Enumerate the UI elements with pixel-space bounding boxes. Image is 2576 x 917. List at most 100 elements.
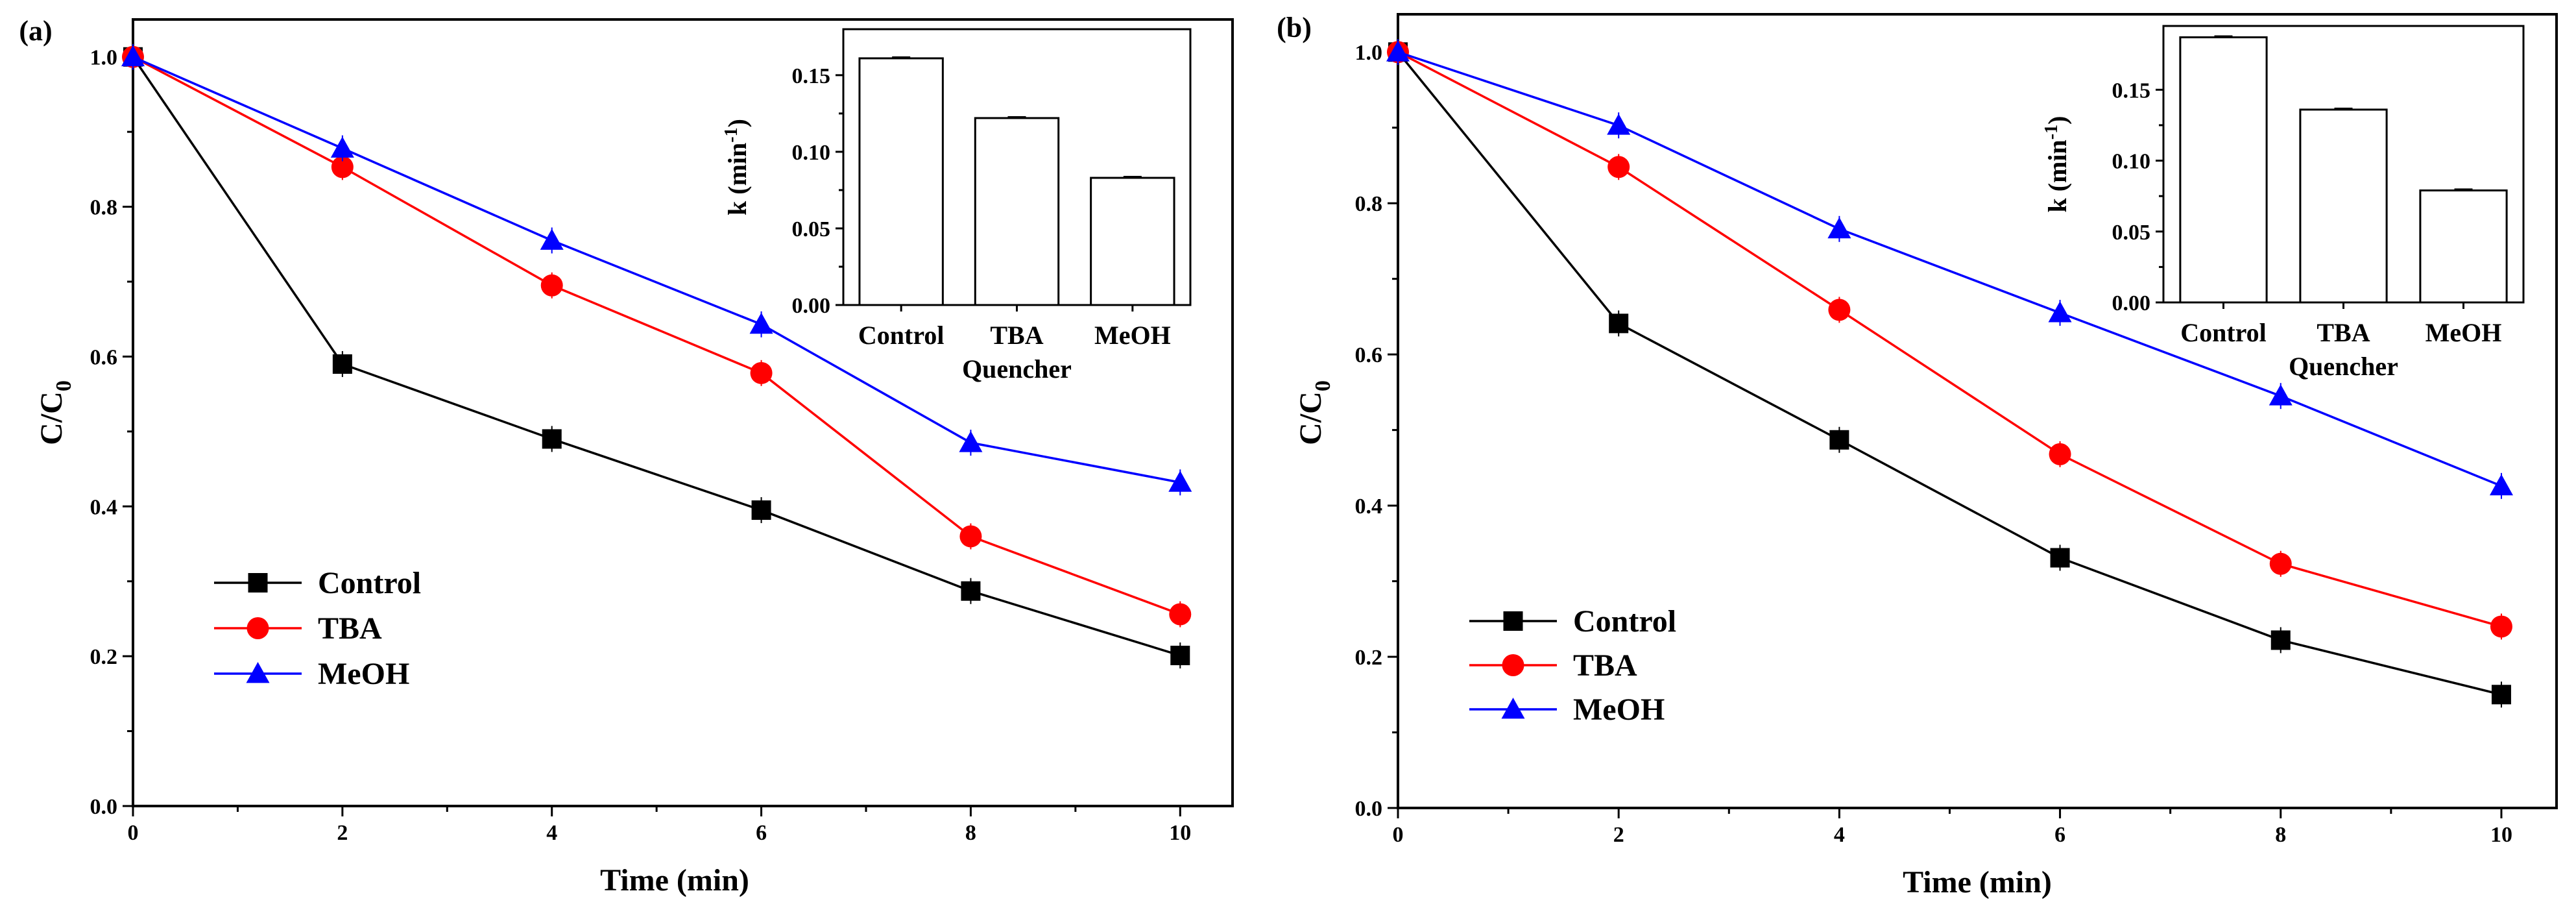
y-axis-title-main: C/C bbox=[1294, 391, 1328, 445]
series-line-tba bbox=[132, 56, 1181, 616]
legend-label-tba: TBA bbox=[1573, 648, 1637, 683]
series-line-tba bbox=[1397, 51, 2502, 628]
series-line-meoh bbox=[1397, 51, 2502, 487]
inset-x-axis-title: Quencher bbox=[2289, 352, 2398, 381]
inset-bar-tba bbox=[974, 117, 1060, 306]
legend-marker bbox=[247, 617, 269, 639]
data-point-meoh bbox=[1386, 40, 1410, 62]
data-point-control bbox=[751, 500, 771, 520]
inset-bar-chart: Control TBA MeOH Quencher 0.00 0.05 0.10 0.15 k … bbox=[2041, 25, 2525, 381]
legend-label-control: Control bbox=[318, 566, 421, 600]
data-point-meoh bbox=[959, 431, 983, 452]
x-tick-label: 0 bbox=[1393, 823, 1404, 847]
panel-a: (a) 0 2 4 6 8 10 0.0 0.2 0.4 0.6 0.8 1.0 Time (min) C/… bbox=[19, 15, 1234, 898]
inset-y-tick-label: 0.05 bbox=[792, 217, 831, 241]
data-point-meoh bbox=[2489, 474, 2513, 496]
inset-category-label: MeOH bbox=[2426, 318, 2502, 347]
inset-bar-chart: Control TBA MeOH Quencher 0.00 0.05 0.10 0.15 k … bbox=[721, 28, 1192, 384]
panel-b: (b) 0 2 4 6 8 10 0.0 0.2 0.4 0.6 0.8 1.0 Time (min) C/… bbox=[1277, 12, 2558, 899]
data-point-tba bbox=[1607, 156, 1630, 178]
data-point-meoh bbox=[1168, 471, 1192, 492]
plot-frame bbox=[1397, 13, 2558, 809]
panel-label: (a) bbox=[19, 15, 52, 47]
data-point-meoh bbox=[2048, 301, 2072, 323]
data-point-control bbox=[2491, 685, 2511, 705]
inset-bar-meoh bbox=[1090, 177, 1175, 306]
y-tick-label: 0.2 bbox=[90, 645, 118, 669]
legend-marker bbox=[1503, 611, 1523, 631]
y-axis-title-main: C/C bbox=[34, 391, 69, 445]
y-tick-label: 0.4 bbox=[90, 495, 118, 519]
legend-label-meoh: MeOH bbox=[1573, 692, 1665, 727]
data-point-meoh bbox=[2269, 384, 2293, 406]
x-tick-label: 6 bbox=[756, 821, 767, 845]
data-point-control bbox=[961, 581, 981, 601]
data-point-meoh bbox=[330, 136, 354, 158]
x-tick-label: 2 bbox=[337, 821, 348, 845]
series-line-control bbox=[132, 56, 1181, 657]
inset-y-axis-title-end: ) bbox=[723, 119, 752, 127]
y-axis-title-subscript: 0 bbox=[52, 380, 76, 391]
series-line-meoh bbox=[132, 56, 1181, 484]
inset-x-axis-title: Quencher bbox=[962, 354, 1072, 384]
inset-bar-control bbox=[2179, 36, 2268, 304]
data-point-control bbox=[1170, 645, 1190, 665]
data-point-tba bbox=[1169, 603, 1192, 626]
legend-marker bbox=[248, 573, 268, 593]
y-tick-label: 0.8 bbox=[90, 196, 118, 220]
legend-marker bbox=[1502, 654, 1524, 676]
inset-y-axis-title: k (min-1) bbox=[2041, 116, 2072, 213]
inset-y-axis-title-main: k (min bbox=[2043, 140, 2072, 212]
legend-label-tba: TBA bbox=[318, 611, 382, 646]
data-point-tba bbox=[1828, 299, 1851, 321]
inset-y-axis-title-end: ) bbox=[2043, 116, 2072, 125]
inset-bar-control bbox=[858, 57, 944, 306]
x-tick-label: 10 bbox=[2490, 823, 2512, 847]
x-axis-title: Time (min) bbox=[1903, 865, 2052, 899]
x-tick-label: 8 bbox=[965, 821, 976, 845]
inset-y-tick-label: 0.05 bbox=[2112, 221, 2151, 245]
y-tick-label: 0.6 bbox=[1355, 343, 1383, 367]
y-tick-label: 1.0 bbox=[90, 46, 118, 70]
inset-y-axis-title: k (min-1) bbox=[721, 119, 752, 215]
legend-label-control: Control bbox=[1573, 604, 1676, 639]
inset-category-label: Control bbox=[2180, 318, 2267, 347]
data-point-meoh bbox=[121, 45, 145, 67]
inset-y-tick-label: 0.15 bbox=[792, 64, 831, 88]
data-point-control bbox=[2270, 630, 2291, 650]
inset-y-tick-label: 0.10 bbox=[792, 141, 831, 165]
plot-frame bbox=[132, 18, 1234, 807]
inset-y-axis-title-superscript: -1 bbox=[2041, 125, 2062, 140]
x-tick-label: 2 bbox=[1613, 823, 1624, 847]
inset-category-label: TBA bbox=[990, 321, 1043, 350]
legend-marker bbox=[246, 662, 270, 683]
data-point-tba bbox=[2049, 443, 2071, 465]
series-line-control bbox=[1397, 51, 2502, 696]
inset-y-tick-label: 0.15 bbox=[2112, 79, 2151, 103]
inset-category-label: TBA bbox=[2317, 318, 2370, 347]
x-tick-label: 8 bbox=[2275, 823, 2286, 847]
inset-y-tick-label: 0.00 bbox=[792, 294, 831, 318]
data-point-tba bbox=[2490, 615, 2512, 638]
data-point-control bbox=[542, 429, 562, 449]
inset-category-label: MeOH bbox=[1094, 321, 1171, 350]
data-point-tba bbox=[540, 274, 563, 297]
y-axis-title: C/C0 bbox=[1294, 380, 1335, 445]
x-tick-label: 4 bbox=[1834, 823, 1845, 847]
y-axis-title-subscript: 0 bbox=[1311, 380, 1335, 391]
data-point-meoh bbox=[540, 228, 564, 250]
y-tick-label: 0.4 bbox=[1355, 495, 1383, 519]
y-tick-label: 0.2 bbox=[1355, 646, 1383, 670]
legend-marker bbox=[1501, 698, 1525, 719]
y-axis-title: C/C0 bbox=[34, 380, 76, 445]
data-point-control bbox=[1829, 430, 1849, 450]
inset-y-tick-label: 0.10 bbox=[2112, 150, 2151, 174]
panel-label: (b) bbox=[1277, 12, 1312, 43]
inset-bar-tba bbox=[2299, 108, 2388, 304]
data-point-tba bbox=[2269, 552, 2292, 575]
x-tick-label: 4 bbox=[546, 821, 557, 845]
inset-y-axis-title-superscript: -1 bbox=[721, 127, 741, 142]
x-axis-title: Time (min) bbox=[600, 863, 749, 898]
data-point-tba bbox=[750, 361, 773, 384]
